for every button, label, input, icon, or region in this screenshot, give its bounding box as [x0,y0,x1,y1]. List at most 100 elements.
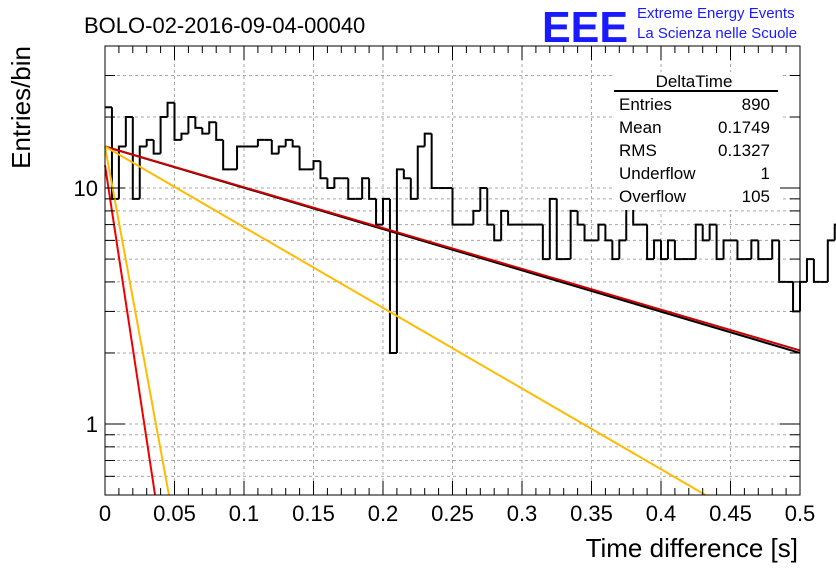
stats-row-value: 1 [761,164,770,183]
histogram-bin [778,240,787,283]
histogram-bin [368,178,377,200]
histogram-bin [673,240,682,261]
histogram-bin [604,224,613,242]
histogram-bin [715,224,724,261]
y-axis-label: Entries/bin [6,46,36,169]
histogram-bin [416,145,425,199]
histogram-bin [472,209,481,225]
stats-row-value: 0.1749 [718,118,770,137]
logo: EEE Extreme Energy Events La Scienza nel… [542,3,797,52]
stats-box: DeltaTime Entries 890 Mean 0.1749 RMS 0.1327 U… [612,72,780,210]
histogram-bin [388,198,397,354]
x-tick-labels: 0 0.05 0.1 0.15 0.2 0.25 0.3 0.35 0.4 0.45 0.5 [99,501,815,526]
histogram-bin [722,239,731,260]
histogram-bin [375,198,383,226]
histogram-bars [105,101,836,354]
histogram-bin [395,168,404,353]
histogram-bin [208,121,217,134]
histogram-bin [479,187,488,211]
histogram-bin [653,239,661,260]
histogram-bin [291,139,300,148]
chart-title: BOLO-02-2016-09-04-00040 [84,13,365,38]
histogram-bin [708,223,717,241]
fit-curve [104,165,157,496]
stats-row-label: Entries [619,95,672,114]
x-tick-label: 0.5 [785,501,816,526]
stats-row-value: 890 [742,95,770,114]
x-tick-label: 0.4 [646,501,677,526]
stats-row-label: RMS [619,141,657,160]
histogram-bin [799,280,807,312]
histogram-bin [541,224,550,261]
histogram-bin [576,210,585,226]
fit-curve [104,145,706,496]
histogram-bin [660,240,668,261]
histogram-bin [750,239,759,260]
histogram-bin [284,138,293,147]
histogram-bin [451,188,460,226]
histogram-bin [277,145,286,154]
histogram-bin [180,132,189,140]
histogram-bin [555,198,564,261]
x-tick-label: 0.15 [292,501,335,526]
stats-title: DeltaTime [656,72,733,91]
histogram-bin [201,127,210,135]
histogram-bin [618,239,627,260]
histogram-bin [507,210,516,226]
histogram-bin [166,101,175,118]
histogram-bin [548,197,557,260]
y-tick-labels: 1 10 [74,176,98,437]
histogram-bin [173,102,182,141]
histogram-bin [805,258,814,282]
histogram-bin [194,117,203,129]
histogram-bin [361,177,370,199]
histogram-bin [666,239,675,260]
x-tick-label: 0.3 [507,501,538,526]
x-tick-label: 0.45 [709,501,752,526]
x-tick-label: 0.2 [368,501,399,526]
x-tick-label: 0 [99,501,111,526]
histogram-bin [131,117,140,200]
histogram-bin [270,139,279,155]
y-tick-label: 10 [74,176,98,201]
histogram-bin [326,178,335,190]
histogram-bin [792,281,800,313]
histogram-bin [152,139,161,155]
histogram-bin [236,145,244,170]
histogram-bin [646,224,655,261]
histogram-bin [333,177,342,189]
histogram-bin [736,240,745,261]
histogram-bin [117,145,126,199]
histogram-bin [124,116,133,147]
x-tick-label: 0.05 [153,501,196,526]
fit-curve [104,146,170,496]
histogram-bin [409,178,418,200]
histogram-bin [757,240,766,261]
stats-row-label: Mean [619,118,662,137]
histogram-bin [382,197,390,225]
logo-mark: EEE [542,3,628,52]
histogram-bin [312,160,321,170]
stats-row-value: 0.1327 [718,141,770,160]
histogram-bin [222,139,231,171]
histogram-bin [500,209,509,241]
histogram-bin [701,224,710,242]
histogram-bin [771,239,780,260]
fit-curves [104,145,801,496]
histogram-bin [597,223,606,241]
stats-row-label: Overflow [619,187,687,206]
histogram-bin [215,122,224,141]
stats-row-value: 105 [742,187,770,206]
histogram-bin [826,239,835,282]
histogram-bin [486,188,495,226]
histogram-bin [347,178,356,200]
stats-row-label: Underflow [619,164,696,183]
axis-ticks [104,45,801,496]
x-tick-label: 0.25 [431,501,474,526]
x-tick-label: 0.35 [570,501,613,526]
histogram-bin [569,209,578,260]
histogram-bin [256,138,265,147]
logo-line2: La Scienza nelle Scuole [637,25,797,42]
histogram-bin [583,224,592,242]
